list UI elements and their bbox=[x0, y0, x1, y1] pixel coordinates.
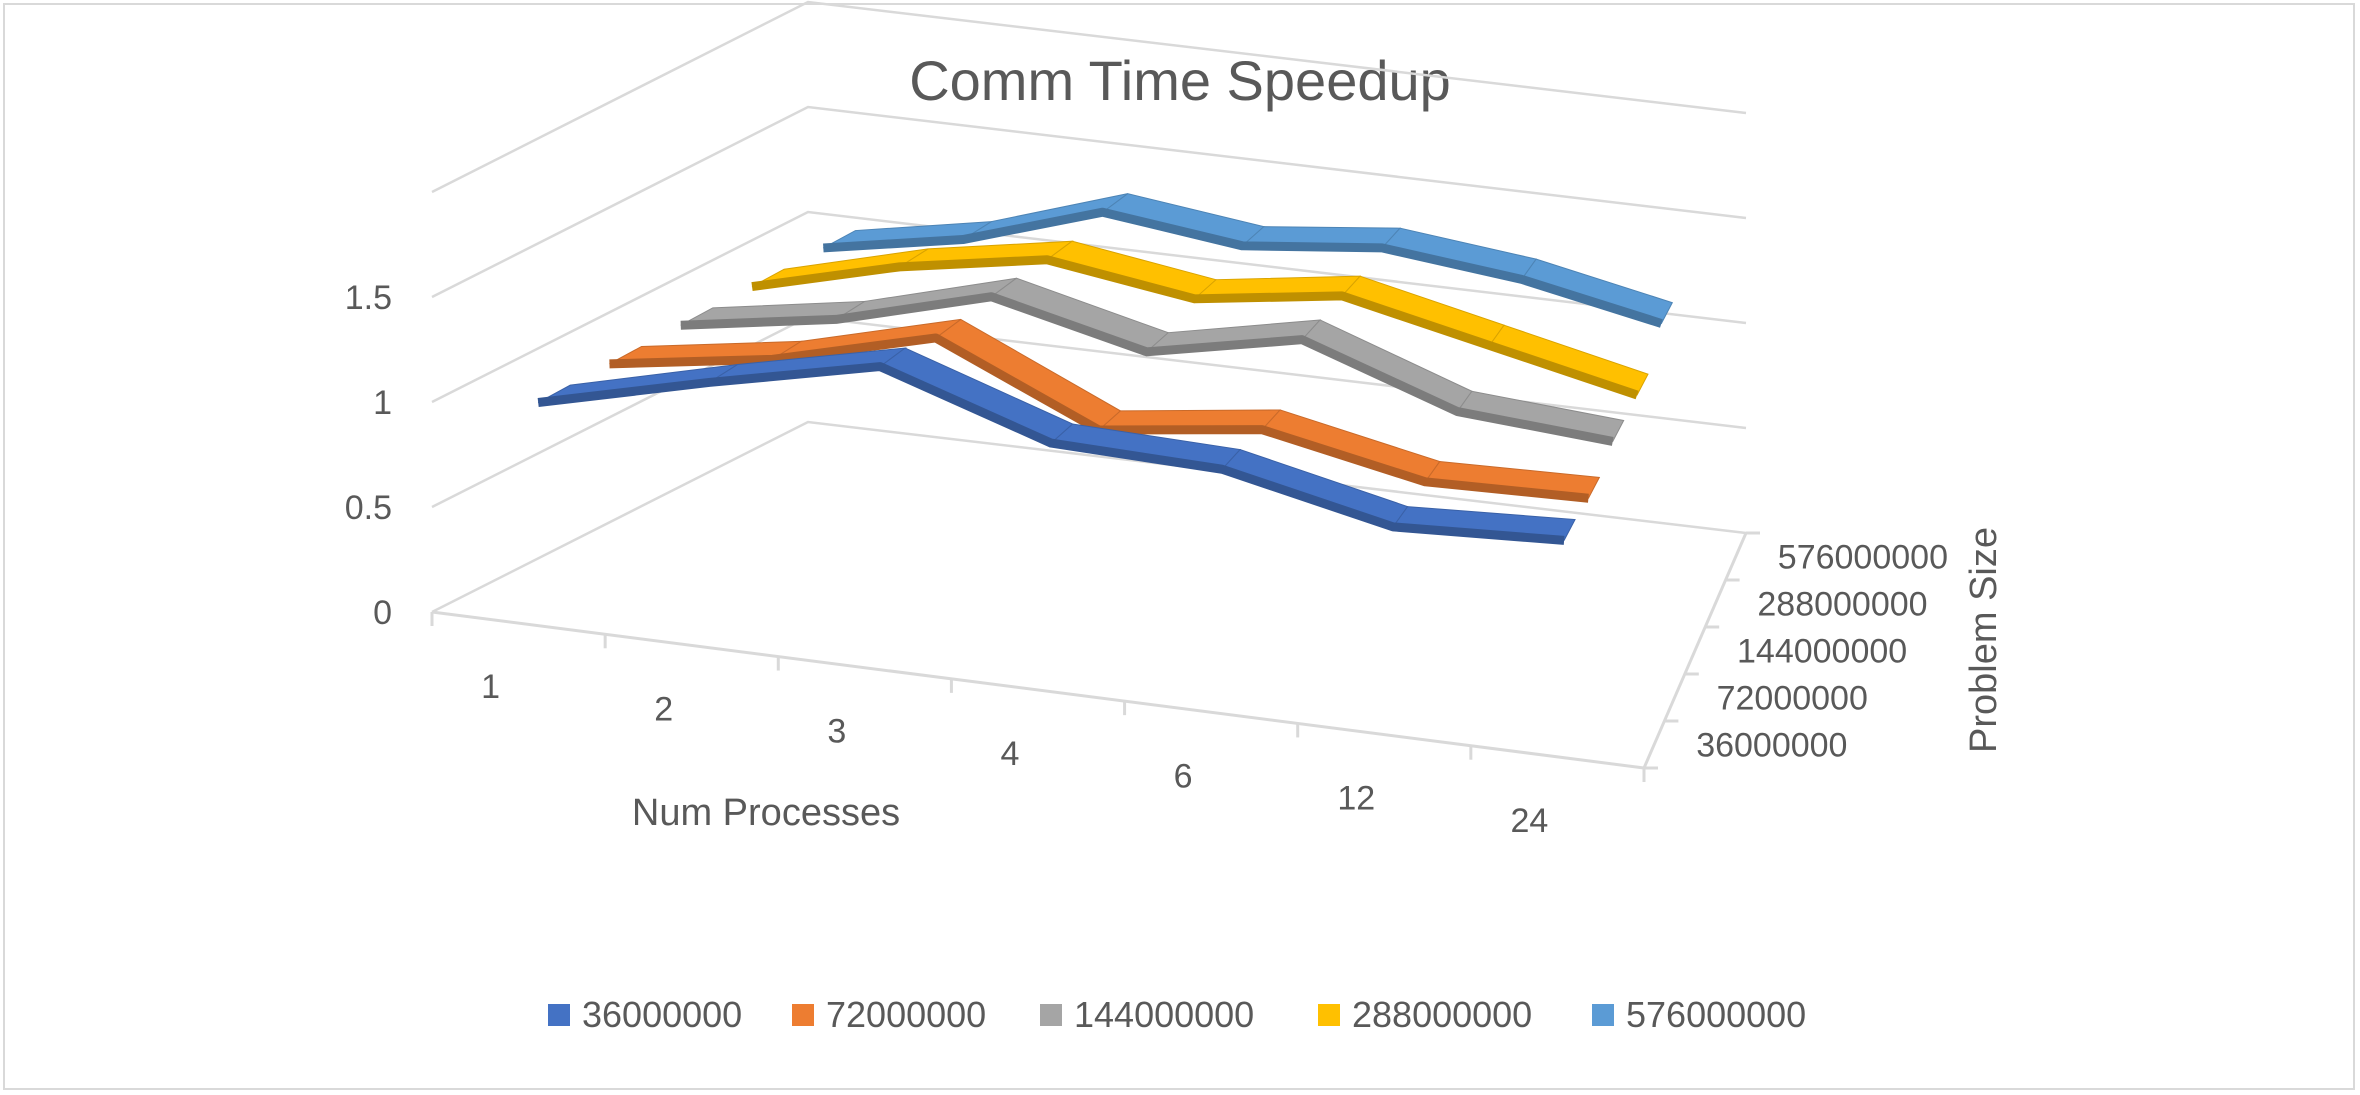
gridline bbox=[431, 210, 1747, 404]
y-tick-label: 1.5 bbox=[345, 279, 392, 317]
series-segment bbox=[1341, 275, 1505, 347]
series-36000000 bbox=[537, 347, 1576, 545]
y-tick-label: 1 bbox=[373, 384, 392, 422]
depth-axis-title: Problem Size bbox=[1963, 527, 2005, 753]
axes bbox=[430, 531, 1760, 782]
series-line bbox=[751, 255, 1639, 400]
series-line bbox=[680, 292, 1614, 446]
depth-tick-label: 576000000 bbox=[1778, 539, 1948, 577]
x-tick-label: 12 bbox=[1337, 780, 1375, 818]
series-segment bbox=[1520, 258, 1674, 325]
series-lines bbox=[537, 193, 1674, 545]
legend-label: 144000000 bbox=[1074, 994, 1254, 1035]
depth-tick-label: 288000000 bbox=[1757, 586, 1927, 624]
legend-swatch bbox=[1318, 1004, 1340, 1026]
x-tick-label: 1 bbox=[481, 668, 500, 706]
legend-item: 144000000 bbox=[1040, 994, 1254, 1035]
x-axis-title: Num Processes bbox=[632, 792, 900, 834]
legend-item: 288000000 bbox=[1318, 994, 1532, 1035]
x-tick-label: 2 bbox=[654, 690, 673, 728]
axis-labels: 1234612243600000072000000144000000288000… bbox=[345, 279, 1948, 840]
x-axis-line bbox=[431, 610, 1645, 770]
y-tick-label: 0.5 bbox=[345, 489, 392, 527]
depth-axis-line bbox=[1642, 532, 1748, 769]
legend-swatch bbox=[548, 1004, 570, 1026]
legend: 36000000 72000000 144000000 288000000 576000… bbox=[548, 994, 1806, 1035]
series-line bbox=[823, 207, 1663, 328]
legend-label: 36000000 bbox=[582, 994, 742, 1035]
legend-swatch bbox=[1592, 1004, 1614, 1026]
gridline bbox=[431, 105, 1747, 299]
chart-title: Comm Time Speedup bbox=[909, 49, 1451, 112]
depth-tick-label: 144000000 bbox=[1737, 633, 1907, 671]
series-segment bbox=[1488, 324, 1649, 396]
series-144000000 bbox=[680, 277, 1625, 446]
legend-swatch bbox=[1040, 1004, 1062, 1026]
legend-swatch bbox=[792, 1004, 814, 1026]
x-tick-label: 3 bbox=[827, 713, 846, 751]
x-tick-label: 24 bbox=[1511, 802, 1549, 840]
x-tick-label: 6 bbox=[1174, 757, 1193, 795]
gridline bbox=[431, 420, 1747, 614]
legend-label: 72000000 bbox=[826, 994, 986, 1035]
depth-tick-label: 72000000 bbox=[1717, 680, 1868, 718]
x-tick-label: 4 bbox=[1001, 735, 1020, 773]
series-576000000 bbox=[823, 193, 1674, 328]
series-288000000 bbox=[751, 240, 1649, 400]
chart-area bbox=[3, 3, 2355, 1090]
legend-label: 576000000 bbox=[1626, 994, 1806, 1035]
gridline bbox=[431, 0, 1747, 194]
legend-item: 36000000 bbox=[548, 994, 742, 1035]
depth-tick-label: 36000000 bbox=[1696, 727, 1847, 765]
legend-item: 576000000 bbox=[1592, 994, 1806, 1035]
legend-item: 72000000 bbox=[792, 994, 986, 1035]
y-tick-label: 0 bbox=[373, 594, 392, 632]
series-line bbox=[537, 362, 1565, 545]
legend-label: 288000000 bbox=[1352, 994, 1532, 1035]
